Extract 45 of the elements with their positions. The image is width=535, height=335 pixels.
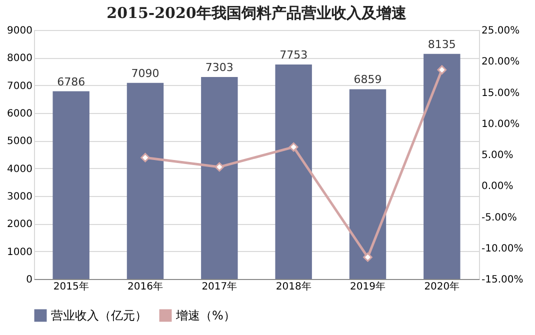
legend-label: 营业收入（亿元） (51, 308, 147, 323)
point (140, 152, 150, 162)
data-label: 6786 (57, 75, 86, 88)
y2-tick-label: 5.00% (482, 150, 514, 161)
point (363, 252, 372, 262)
point (437, 65, 447, 74)
y-tick-label: 2000 (7, 219, 32, 230)
x-tick-label: 2019年 (350, 280, 386, 292)
y-tick-label: 3000 (7, 192, 32, 202)
data-label: 7090 (131, 66, 160, 80)
bar (201, 76, 238, 279)
y2-tick-label: 15.00% (482, 88, 520, 99)
y2-tick-label: 25.00% (482, 26, 520, 36)
x-tick-label: 2020年 (424, 280, 460, 292)
x-tick-label: 2017年 (202, 280, 238, 292)
chart-title: 2015-2020年我国饲料产品营业收入及增速 (106, 4, 408, 22)
y-tick-label: 6000 (7, 108, 32, 120)
bar (349, 89, 386, 279)
data-label: 8135 (428, 38, 456, 51)
bar (126, 82, 164, 279)
y2-tick-label: 20.00% (482, 56, 520, 68)
legend-label: 增速（%） (175, 308, 236, 323)
bar (52, 91, 90, 279)
point (288, 142, 298, 152)
x-tick-label: 2018年 (276, 280, 312, 292)
y-tick-label: 0 (26, 274, 32, 286)
y2-tick-label: 0.00% (482, 181, 514, 192)
y2-tick-label: -15.00% (482, 274, 524, 286)
y2-tick-label: -10.00% (482, 243, 524, 254)
data-label: 7303 (205, 60, 234, 74)
y2-tick-label: -5.00% (482, 212, 517, 224)
data-label: 7753 (280, 48, 308, 62)
y-tick-label: 9000 (7, 26, 32, 36)
bar (275, 64, 312, 279)
data-label: 6859 (354, 73, 382, 86)
x-tick-label: 2016年 (128, 280, 163, 292)
y2-tick-label: 10.00% (482, 118, 520, 130)
bar (424, 54, 460, 279)
y-tick-label: 4000 (7, 164, 32, 175)
y-tick-label: 1000 (7, 246, 32, 258)
x-tick-label: 2015年 (53, 280, 89, 292)
y-tick-label: 7000 (7, 80, 32, 92)
point (214, 162, 224, 172)
y-tick-label: 5000 (7, 136, 32, 148)
y-tick-label: 8000 (7, 53, 32, 64)
